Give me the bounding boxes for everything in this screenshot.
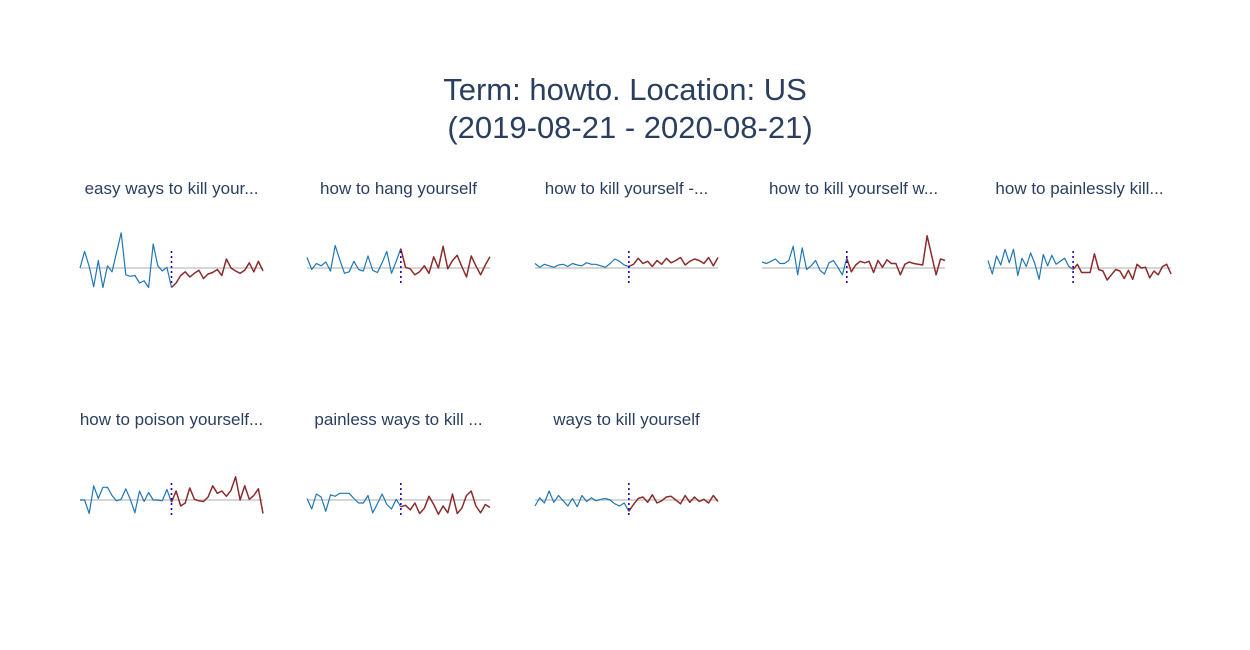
panel-title: how to painlessly kill...	[995, 179, 1163, 198]
series-line-before	[761, 245, 848, 276]
panel: how to poison yourself...	[80, 410, 264, 517]
panel-title: how to hang yourself	[320, 179, 477, 198]
series-line-before	[306, 244, 402, 274]
series-line-after	[846, 235, 946, 276]
panel-title: painless ways to kill ...	[314, 410, 482, 429]
panel-title: how to kill yourself -...	[545, 179, 708, 198]
panel: how to kill yourself -...	[534, 179, 719, 285]
panel: easy ways to kill your...	[79, 179, 264, 289]
series-line-before	[80, 485, 173, 515]
series-line-before	[987, 248, 1074, 280]
panel-title: how to poison yourself...	[80, 410, 263, 429]
series-line-after	[400, 245, 491, 278]
series-line-before	[534, 258, 629, 268]
panel: ways to kill yourself	[534, 410, 719, 517]
series-line-before	[306, 492, 402, 514]
panel: how to painlessly kill...	[987, 179, 1172, 285]
panel-title: ways to kill yourself	[552, 410, 700, 429]
series-line-after	[628, 494, 719, 512]
panel: how to hang yourself	[306, 179, 491, 285]
series-line-after	[400, 490, 491, 516]
panel-title: easy ways to kill your...	[85, 179, 259, 198]
series-line-after	[628, 256, 719, 268]
chart-title-line-1: Term: howto. Location: US	[443, 72, 807, 107]
series-line-after	[170, 258, 264, 289]
series-line-before	[534, 490, 630, 512]
panel-grid: easy ways to kill your... how to hang you…	[79, 179, 1172, 517]
series-line-before	[79, 232, 173, 289]
panel: painless ways to kill ...	[306, 410, 491, 517]
series-line-after	[170, 476, 264, 514]
panel-title: how to kill yourself w...	[769, 179, 938, 198]
series-line-after	[1072, 253, 1172, 281]
panel: how to kill yourself w...	[761, 179, 946, 285]
chart-title-line-2: (2019-08-21 - 2020-08-21)	[447, 110, 812, 145]
